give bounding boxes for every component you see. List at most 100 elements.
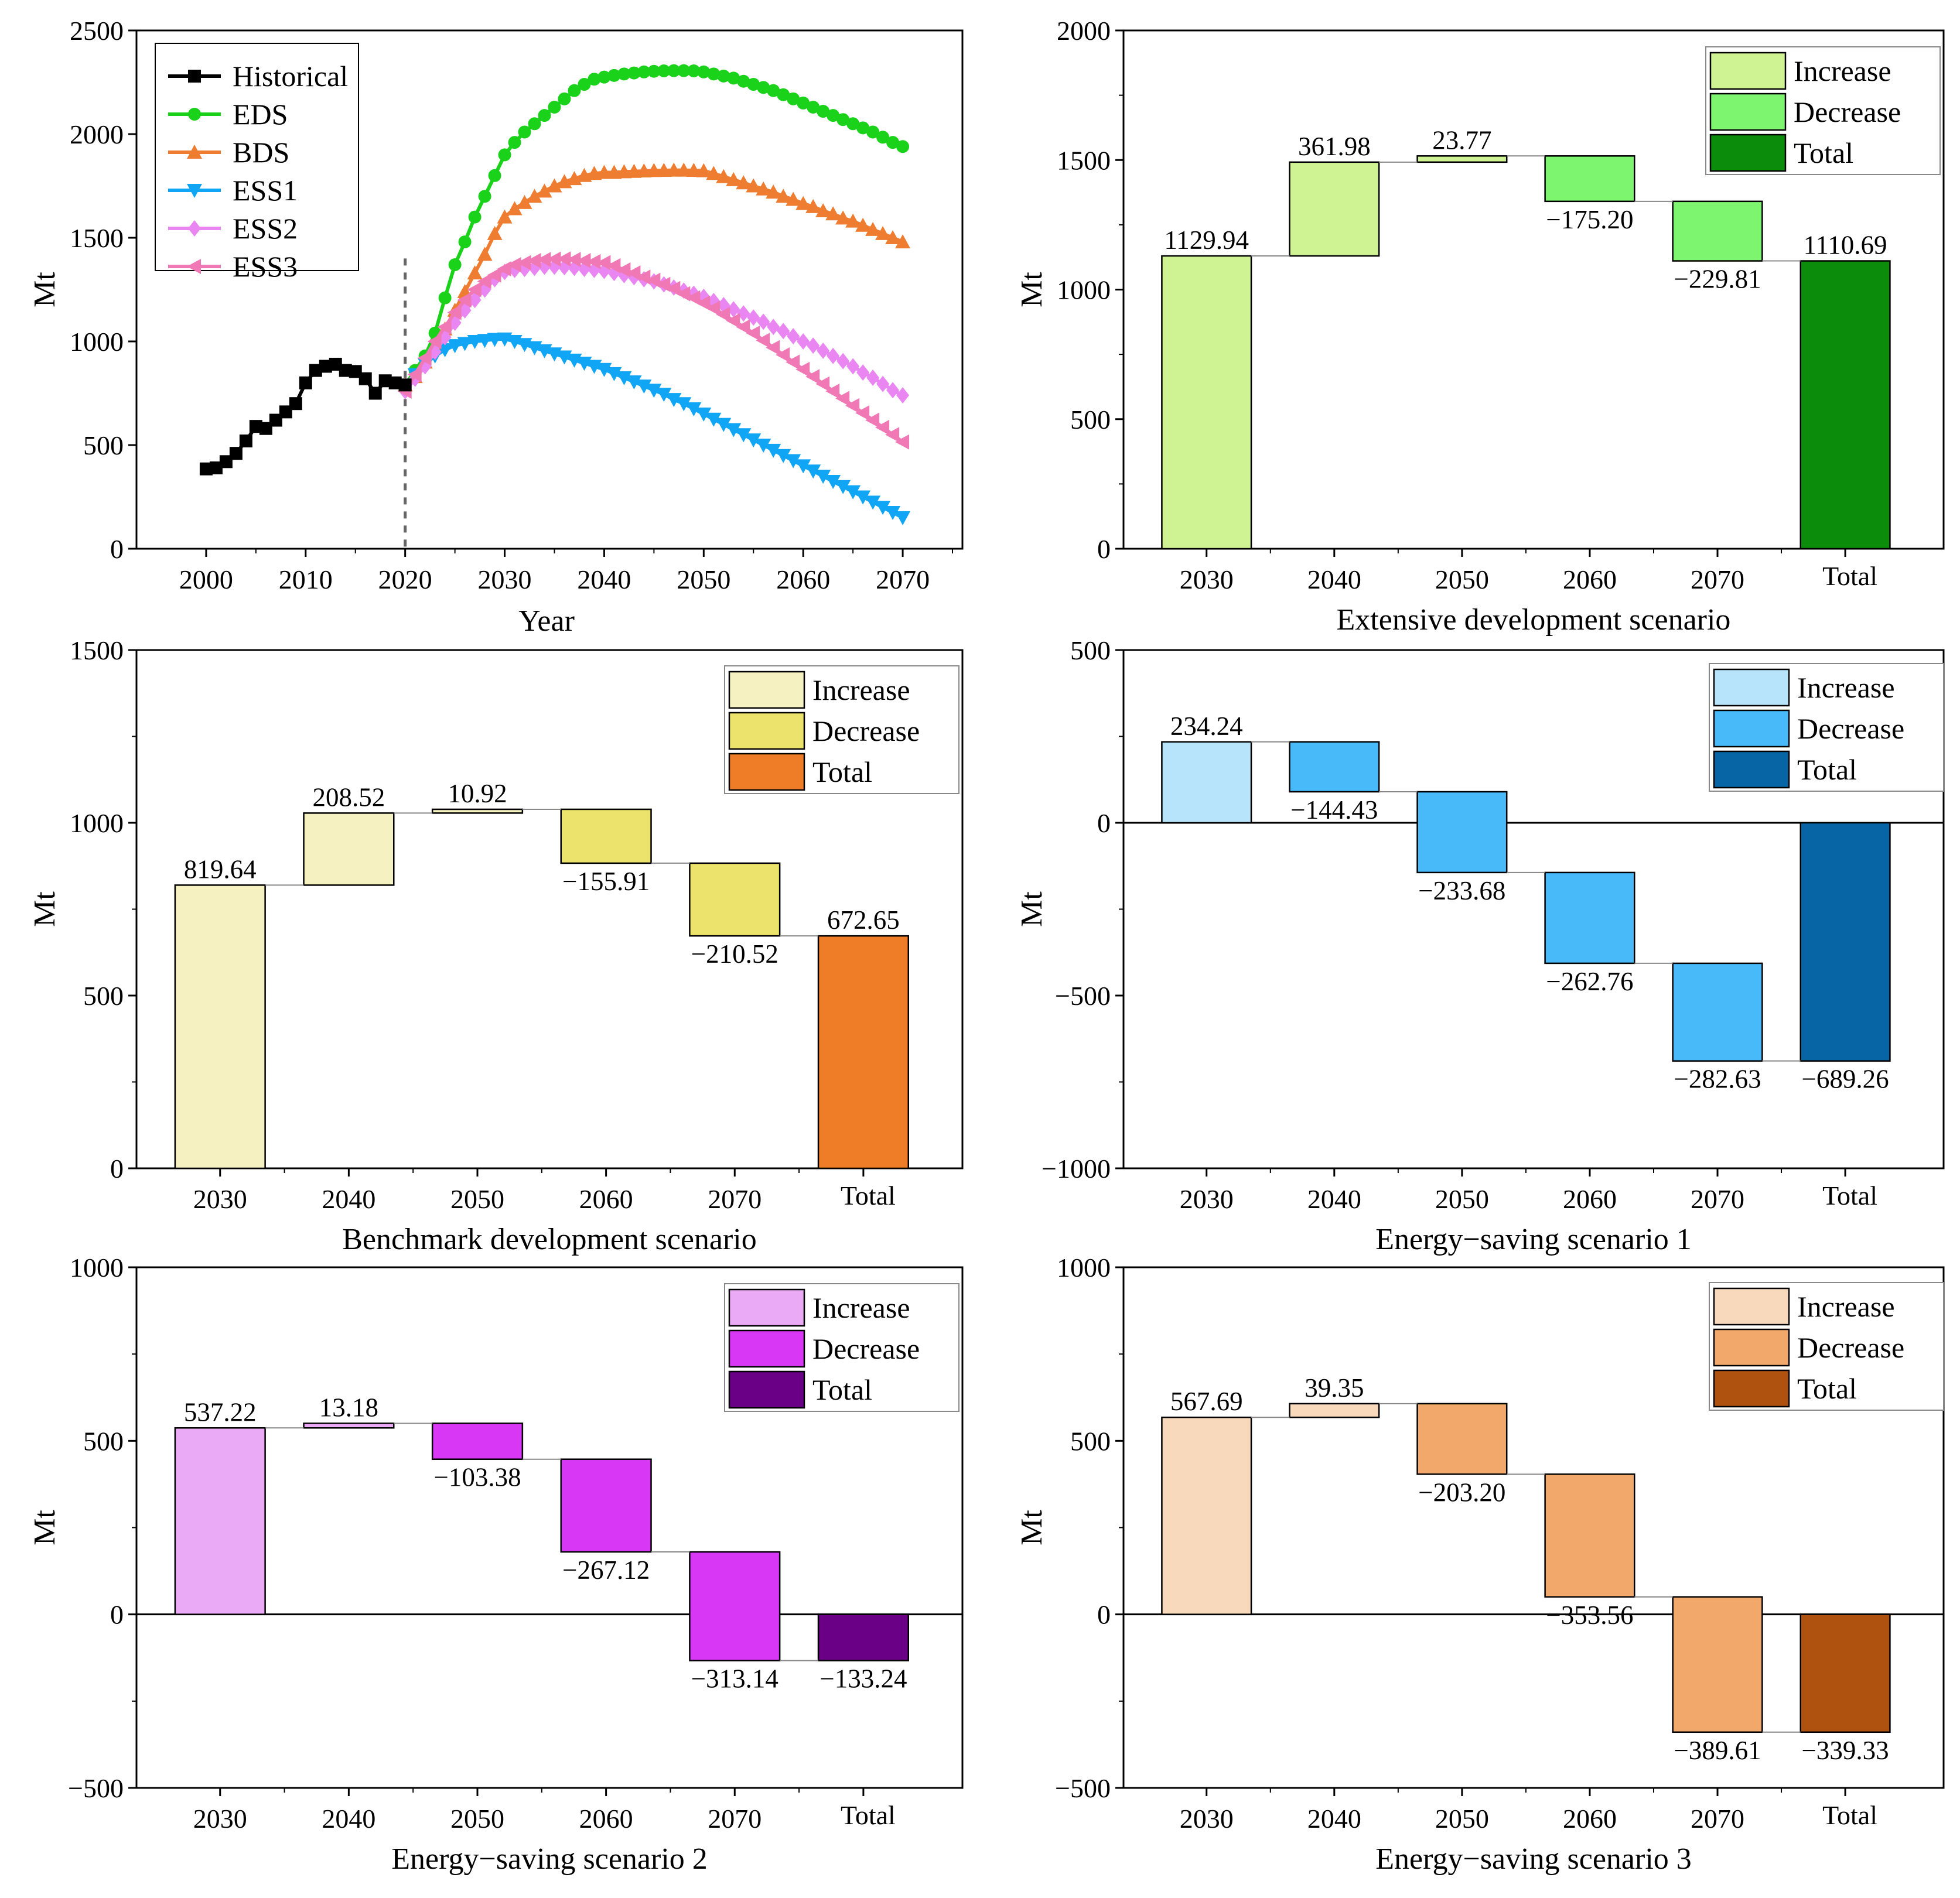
x-tick-label: 2040 <box>577 565 631 594</box>
waterfall-bar <box>1544 871 1635 965</box>
data-point <box>616 262 631 278</box>
data-point <box>756 439 771 453</box>
data-label: 361.98 <box>1298 132 1371 161</box>
data-point <box>776 347 790 363</box>
data-point <box>787 328 800 345</box>
waterfall-bar <box>1161 741 1252 824</box>
data-point <box>876 131 890 144</box>
data-point <box>606 165 622 179</box>
x-tick-label: 2070 <box>1691 1184 1744 1214</box>
x-tick-label: 2060 <box>1563 1804 1617 1834</box>
y-tick-label: 2000 <box>1057 16 1111 46</box>
waterfall-bar <box>560 808 652 864</box>
data-point <box>507 201 523 216</box>
panel-title: Energy−saving scenario 3 <box>1375 1842 1692 1876</box>
x-tick-label: Total <box>1822 1181 1877 1210</box>
x-tick-label: 2050 <box>450 1804 504 1834</box>
waterfall-bar <box>1799 260 1891 550</box>
data-point <box>468 210 482 224</box>
data-point <box>617 67 631 81</box>
data-point <box>626 163 642 178</box>
data-point <box>299 376 312 389</box>
legend-swatch <box>728 1329 805 1368</box>
data-point <box>636 269 651 285</box>
waterfall-bar <box>303 812 395 886</box>
data-point <box>807 337 820 354</box>
data-point <box>538 109 551 122</box>
data-label: −233.68 <box>1418 876 1505 905</box>
data-point <box>736 319 750 335</box>
y-axis-label: Mt <box>1015 272 1049 307</box>
waterfall-bar <box>1161 1416 1252 1615</box>
waterfall-bar <box>1161 255 1252 550</box>
data-point <box>855 490 871 505</box>
legend-marker <box>187 145 202 159</box>
waterfall-bar <box>1416 155 1508 163</box>
data-point <box>786 354 800 370</box>
data-point <box>219 455 233 468</box>
data-label: −203.20 <box>1418 1478 1505 1507</box>
legend-swatch <box>728 712 805 750</box>
x-tick-label: 2060 <box>1563 1184 1617 1214</box>
data-point <box>647 64 661 78</box>
legend-swatch <box>728 753 805 791</box>
data-point <box>706 166 722 180</box>
legend-swatch <box>1713 709 1790 748</box>
data-point <box>885 506 901 521</box>
data-point <box>835 480 851 494</box>
data-point <box>528 117 541 131</box>
data-point <box>667 64 681 77</box>
legend: Increase Decrease Total <box>724 665 959 794</box>
data-point <box>687 64 701 78</box>
data-point <box>845 213 861 228</box>
x-tick-label: Total <box>841 1181 896 1210</box>
legend-swatch <box>1709 93 1787 131</box>
data-label: 1110.69 <box>1804 231 1887 260</box>
legend-marker <box>187 184 202 198</box>
data-point <box>856 121 870 135</box>
waterfall-panel: −500 0 500 1000 567.69 39.35 −203.20 −353.56 −38… <box>1015 1253 1945 1876</box>
data-point <box>885 427 900 443</box>
data-label: 39.35 <box>1305 1373 1364 1403</box>
y-axis-label: Mt <box>28 272 62 307</box>
data-label: −313.14 <box>691 1664 778 1694</box>
legend-swatch <box>728 671 805 709</box>
data-point <box>626 265 641 281</box>
legend-label: BDS <box>233 136 289 169</box>
data-point <box>815 470 831 484</box>
x-tick-label: 2020 <box>378 565 432 594</box>
data-point <box>417 350 432 366</box>
data-label: −282.63 <box>1674 1065 1761 1094</box>
x-tick-label: 2050 <box>1435 1804 1489 1834</box>
x-tick-label: 2010 <box>279 565 333 594</box>
series-bds <box>397 162 911 392</box>
legend-label: ESS3 <box>233 250 298 283</box>
data-point <box>497 261 511 277</box>
x-tick-label: 2070 <box>1691 565 1744 594</box>
x-tick-label: 2070 <box>1691 1804 1744 1834</box>
x-tick-label: 2060 <box>579 1804 633 1834</box>
data-point <box>407 367 422 382</box>
data-point <box>727 301 740 318</box>
data-point <box>895 234 911 249</box>
data-point <box>787 92 800 105</box>
data-point <box>558 92 571 105</box>
legend-label: Increase <box>1794 54 1891 87</box>
legend-label: Total <box>812 755 872 788</box>
data-point <box>836 353 850 370</box>
data-point <box>835 391 850 406</box>
data-point <box>606 367 622 381</box>
data-point <box>747 78 760 91</box>
y-tick-label: −500 <box>1055 1773 1111 1803</box>
data-point <box>817 105 830 118</box>
y-tick-label: 1000 <box>70 1253 124 1283</box>
data-point <box>239 434 252 447</box>
data-point <box>566 252 581 268</box>
data-point <box>815 203 831 217</box>
data-point <box>358 372 372 385</box>
data-point <box>677 64 691 77</box>
data-point <box>508 136 521 149</box>
y-tick-label: 500 <box>83 1426 124 1456</box>
data-point <box>726 423 742 437</box>
data-label: −103.38 <box>433 1463 521 1492</box>
